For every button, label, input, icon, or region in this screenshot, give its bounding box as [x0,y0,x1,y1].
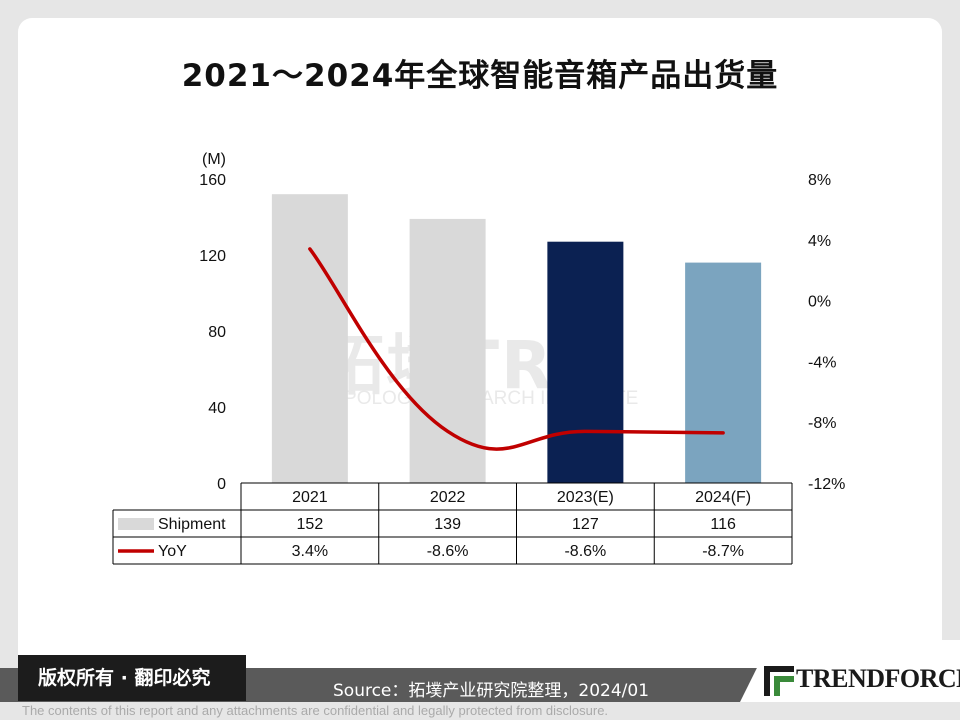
y-left-tick-label: 160 [199,172,226,189]
y-right-tick-label: -8% [808,415,836,432]
yoy-legend-label: YoY [158,543,187,560]
y-left-tick-label: 120 [199,248,226,265]
y-right-tick-label: 8% [808,172,831,189]
yoy-value-label: -8.7% [702,543,744,560]
y-left-tick-label: 0 [217,476,226,493]
shipment-value-label: 116 [710,516,736,533]
shipment-legend-swatch [118,518,154,530]
shipment-value-label: 127 [572,516,599,533]
shipment-value-label: 152 [297,516,324,533]
shipment-bar [547,241,624,483]
y-left-tick-label: 40 [208,400,226,417]
chart-title: 2021～2024年全球智能音箱产品出货量 [181,58,779,94]
x-category-label: 2023(E) [557,489,614,506]
disclaimer-text: The contents of this report and any atta… [22,703,609,718]
copyright-label: 版权所有 · 翻印必究 [18,655,246,701]
shipment-value-label: 139 [434,516,461,533]
y-right-tick-label: -12% [808,476,845,493]
source-note: Source：拓墣产业研究院整理，2024/01 [333,681,650,701]
yoy-value-label: 3.4% [292,543,328,560]
x-category-label: 2024(F) [695,489,751,506]
brand-name: TRENDFORCE [796,664,960,693]
yoy-value-label: -8.6% [427,543,469,560]
y-right-tick-label: 0% [808,294,831,311]
y-left-tick-label: 80 [208,324,226,341]
y-right-tick-label: -4% [808,354,836,371]
shipment-bar [271,194,348,483]
x-category-label: 2022 [430,489,466,506]
x-category-label: 2021 [292,489,328,506]
y-right-tick-label: 4% [808,233,831,250]
yoy-line [308,247,725,451]
shipment-bar [409,218,486,483]
trendforce-logo-icon [764,666,794,696]
shipment-legend-label: Shipment [158,516,226,533]
yoy-value-label: -8.6% [564,543,606,560]
y-left-unit-label: (M) [202,151,226,168]
shipment-bar [685,262,762,483]
